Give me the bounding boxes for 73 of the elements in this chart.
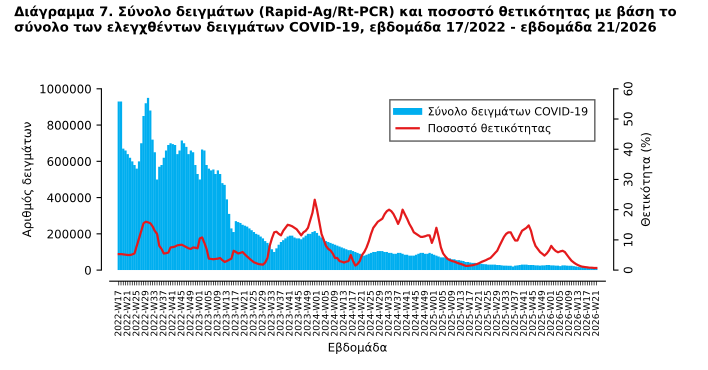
x-tick-label: 2025-W49 [538, 290, 545, 336]
y2-tick-label: 60 [624, 82, 633, 96]
x-tick-label: 2024-W45 [412, 291, 419, 336]
legend-label: Ποσοστό θετικότητας [428, 123, 550, 134]
x-tick-label: 2024-W37 [394, 291, 401, 336]
legend-label: Σύνολο δειγμάτων COVID-19 [428, 106, 588, 118]
x-tick-label: 2026-W13 [574, 290, 581, 336]
y-tick-label: 0 [84, 266, 91, 275]
y-tick-label: 1000000 [40, 84, 91, 94]
x-tick-label: 2025-W17 [466, 291, 473, 336]
x-tick-label: 2023-W05 [204, 291, 212, 336]
x-tick-label: 2024-W09 [330, 290, 338, 336]
x-tick-label: 2023-W45 [294, 291, 302, 336]
x-tick-label: 2022-W29 [142, 290, 148, 336]
x-tick-label: 2023-W49 [304, 290, 311, 336]
y2-tick-label: 10 [624, 233, 633, 246]
x-tick-label: 2024-W33 [384, 290, 392, 336]
x-tick-label: 2024-W17 [348, 291, 356, 336]
x-tick-label: 2023-W25 [250, 291, 257, 336]
y2-tick-label: 0 [624, 267, 633, 274]
x-tick-label: 2026-W09 [565, 290, 572, 336]
x-tick-label: 2023-W29 [258, 290, 266, 336]
x-tick-label: 2023-W33 [268, 290, 275, 336]
x-tick-label: 2025-W33 [502, 290, 509, 336]
x-tick-label: 2026-W05 [556, 291, 563, 336]
x-tick-label: 2022-W33 [150, 290, 158, 336]
x-tick-label: 2023-W13 [222, 290, 230, 336]
x-tick-label: 2022-W41 [168, 291, 176, 336]
x-tick-label: 2025-W13 [456, 290, 464, 336]
y2-tick-label: 50 [624, 112, 633, 126]
y-tick-label: 400000 [47, 193, 91, 202]
x-tick-label: 2023-W09 [214, 290, 220, 336]
y-tick-label: 200000 [47, 230, 91, 238]
x-tick-label: 2025-W25 [484, 291, 491, 336]
x-tick-label: 2024-W25 [366, 291, 374, 336]
y2-tick-label: 30 [624, 172, 633, 186]
x-tick-label: 2024-W21 [358, 291, 365, 336]
x-tick-label: 2026-W01 [547, 291, 554, 336]
x-tick-label: 2023-W21 [240, 291, 248, 336]
x-tick-label: 2022-W25 [132, 291, 140, 336]
x-tick-label: 2023-W41 [286, 291, 293, 336]
x-tick-label: 2025-W37 [511, 291, 518, 336]
x-tick-label: 2022-W37 [160, 291, 166, 336]
x-tick-label: 2023-W01 [196, 291, 202, 336]
y-axis-title: Αριθμός δειγμάτων [22, 122, 34, 238]
chart-title: Διάγραμμα 7. Σύνολο δειγμάτων (Rapid-Ag/Rt-PCR) και ποσοστό θετικότητας με βάση το σύνολο των ελεγχθέντων δειγμάτων COVID-19, εβδομάδα 17/2022 - εβδομάδα 21/2026 [14, 6, 676, 34]
x-tick-label: 2022-W21 [124, 291, 130, 336]
x-tick-label: 2022-W45 [178, 291, 184, 336]
x-tick-label: 2025-W41 [520, 291, 527, 336]
x-tick-label: 2024-W49 [420, 290, 428, 336]
x-axis-title: Εβδομάδα [328, 342, 387, 354]
x-tick-label: 2024-W13 [340, 290, 347, 336]
x-tick-label: 2022-W49 [186, 290, 194, 336]
x-tick-label: 2026-W17 [583, 291, 590, 336]
y2-tick-label: 20 [624, 202, 633, 216]
y-tick-label: 600000 [47, 157, 91, 166]
x-tick-label: 2025-W01 [430, 291, 437, 336]
x-tick-label: 2023-W37 [276, 291, 284, 336]
x-tick-label: 2022-W17 [114, 291, 122, 336]
x-tick-label: 2025-W29 [493, 290, 500, 336]
x-tick-label: 2025-W09 [448, 290, 455, 336]
x-tick-label: 2025-W05 [438, 291, 446, 336]
x-tick-label: 2024-W05 [322, 291, 329, 336]
y2-axis-title: Θετικότητα (%) [640, 133, 652, 226]
x-tick-label: 2023-W17 [232, 291, 239, 336]
x-tick-label: 2024-W41 [402, 291, 410, 336]
x-tick-label: 2026-W21 [592, 291, 599, 336]
x-tick-label: 2024-W01 [312, 291, 320, 336]
x-tick-label: 2024-W29 [376, 290, 383, 336]
x-tick-label: 2025-W45 [529, 291, 536, 336]
y2-tick-label: 40 [624, 142, 633, 156]
y-tick-label: 800000 [47, 120, 91, 130]
x-tick-label: 2025-W21 [474, 291, 482, 336]
